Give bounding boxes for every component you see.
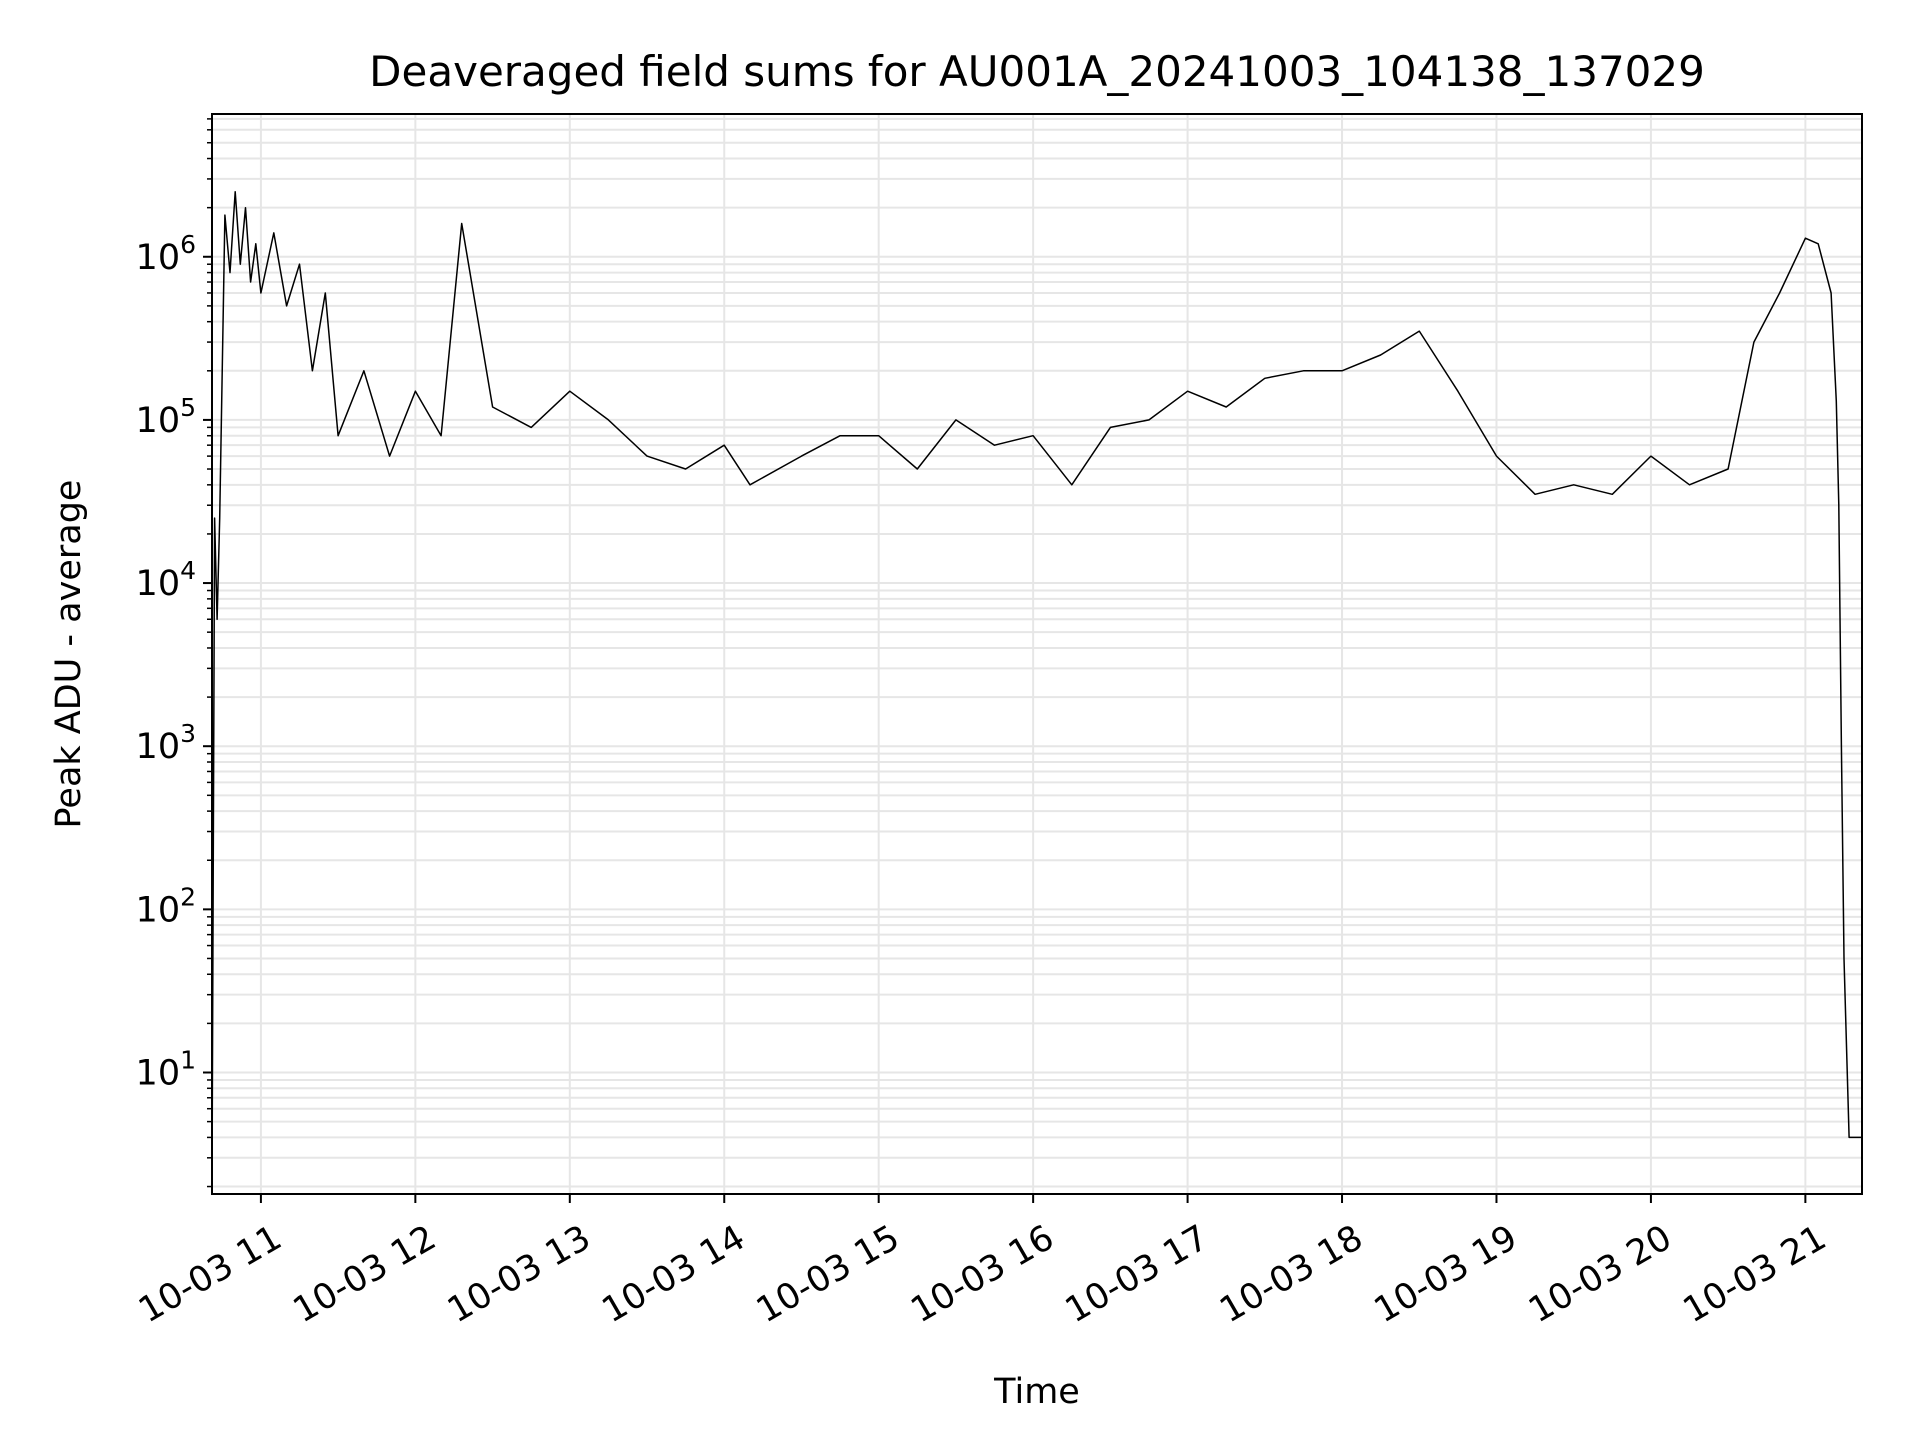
series-layer: [211, 191, 1862, 1187]
y-tick-label: 103: [136, 719, 196, 767]
y-tick-label: 104: [136, 556, 196, 604]
grid-minor: [212, 117, 1862, 1188]
grid-major: [212, 114, 1862, 1194]
plot-frame: [211, 113, 1863, 1195]
y-tick-label: 105: [136, 393, 196, 441]
series-line: [211, 191, 1862, 1187]
x-axis-label: Time: [993, 1372, 1080, 1412]
y-axis-label: Peak ADU - average: [49, 480, 89, 829]
y-tick-label: 101: [136, 1045, 196, 1093]
y-tick-label: 102: [136, 882, 196, 930]
chart-title: Deaveraged field sums for AU001A_2024100…: [369, 47, 1705, 96]
y-tick-label: 106: [136, 230, 196, 278]
y-axis: 101 102 103 104 105 106: [136, 118, 212, 1188]
